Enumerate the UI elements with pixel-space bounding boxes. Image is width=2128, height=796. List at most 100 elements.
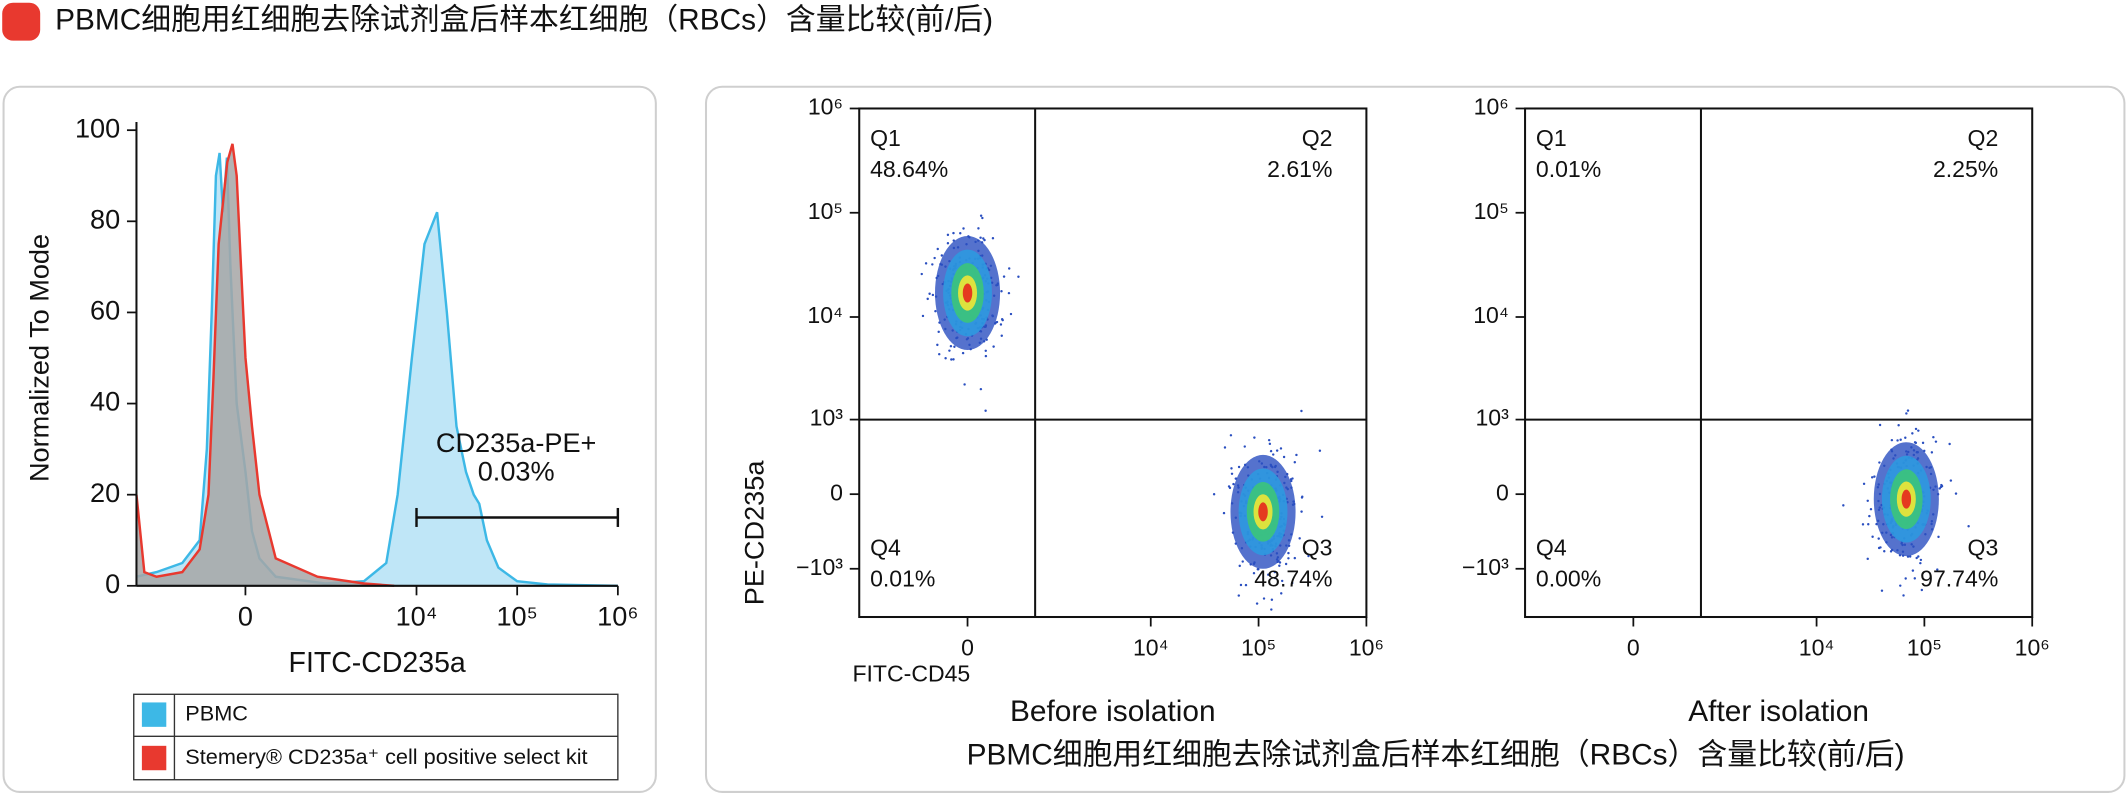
x-tick-label: 10⁵ [496, 601, 537, 632]
event-dot [1275, 449, 1279, 452]
quadrant-percent: 2.25% [1933, 156, 1998, 182]
event-dot [1229, 434, 1233, 437]
event-dot [948, 349, 951, 352]
event-dot [1889, 550, 1893, 553]
event-dot [1902, 594, 1905, 597]
y-tick-label: 20 [90, 477, 120, 508]
event-dot [1930, 451, 1934, 454]
event-dot [1228, 486, 1232, 490]
event-dot [1917, 555, 1920, 558]
event-dot [1934, 440, 1938, 443]
x-tick-label: 10⁵ [1907, 635, 1942, 661]
event-dot [1293, 461, 1297, 464]
quadrant-percent: 48.64% [870, 156, 948, 182]
event-dot [1239, 583, 1243, 587]
subtitle: Before isolation [1010, 695, 1216, 728]
event-dot [1295, 453, 1298, 457]
event-dot [1293, 556, 1297, 560]
event-dot [1001, 318, 1004, 322]
event-dot [953, 345, 956, 348]
event-dot [1866, 557, 1869, 561]
event-dot [1000, 334, 1003, 337]
event-dot [944, 357, 947, 360]
event-dot [1873, 475, 1876, 478]
quadrant-percent: 0.01% [1536, 156, 1601, 182]
x-tick-label: 0 [961, 635, 974, 661]
y-tick-label: −10³ [1462, 554, 1509, 580]
quadrant-percent: 2.61% [1267, 156, 1332, 182]
event-dot [1899, 438, 1902, 441]
event-dot [1017, 275, 1020, 278]
event-dot [1243, 445, 1246, 448]
event-dot [1230, 472, 1234, 476]
event-dot [931, 293, 935, 297]
event-dot [1255, 602, 1259, 605]
event-dot [1919, 558, 1923, 562]
event-dot [1269, 449, 1273, 453]
x-tick-label: 10⁴ [396, 601, 438, 632]
event-dot [1267, 438, 1271, 442]
event-dot [1267, 573, 1270, 576]
event-dot [934, 309, 937, 313]
quadrant-name: Q2 [1302, 125, 1333, 151]
event-dot [1967, 525, 1970, 528]
event-dot [1273, 570, 1277, 574]
event-dot [931, 263, 934, 266]
event-dot [992, 345, 995, 348]
event-dot [1287, 557, 1290, 560]
event-dot [1252, 571, 1256, 575]
caption: PBMC细胞用红细胞去除试剂盒后样本红细胞（RBCs）含量比较(前/后) [967, 739, 1905, 772]
legend-label: Stemery® CD235a⁺ cell positive select ki… [185, 744, 587, 769]
x-tick-label: 10⁶ [2015, 635, 2050, 661]
y-axis-label: Normalized To Mode [24, 234, 55, 482]
legend-swatch [141, 702, 167, 727]
event-dot [1877, 537, 1880, 540]
event-dot [1866, 499, 1869, 503]
density-level [1258, 502, 1268, 522]
quadrant-name: Q4 [1536, 534, 1567, 560]
event-dot [1861, 523, 1865, 526]
event-dot [1878, 423, 1882, 427]
event-dot [1883, 550, 1886, 553]
y-tick-label: 10⁵ [1474, 198, 1509, 224]
quadrant-name: Q3 [1302, 534, 1333, 560]
y-tick-label: 0 [105, 568, 120, 599]
subtitle: After isolation [1688, 695, 1869, 728]
event-dot [1948, 442, 1951, 446]
event-dot [1291, 581, 1294, 585]
event-dot [1879, 546, 1882, 549]
event-dot [1932, 435, 1935, 439]
x-tick-label: 10⁶ [597, 601, 638, 632]
quadrant-percent: 0.01% [870, 565, 935, 591]
y-tick-label: 10⁶ [1474, 94, 1509, 120]
event-dot [1230, 467, 1233, 470]
event-dot [1244, 583, 1248, 587]
quadrant-name: Q1 [870, 125, 901, 151]
event-dot [1914, 427, 1918, 431]
event-dot [950, 358, 953, 361]
event-dot [1002, 275, 1006, 278]
event-dot [1921, 441, 1925, 445]
event-dot [991, 237, 995, 240]
event-dot [933, 256, 936, 260]
y-tick-label: 0 [1496, 479, 1509, 505]
event-dot [1870, 476, 1874, 479]
event-cluster [1842, 409, 1970, 597]
event-dot [1878, 461, 1881, 464]
event-dot [1904, 436, 1907, 439]
legend-swatch [141, 745, 167, 771]
y-tick-label: 100 [75, 112, 120, 143]
y-tick-label: 0 [830, 479, 843, 505]
event-dot [1273, 576, 1277, 580]
event-dot [1253, 436, 1256, 439]
y-tick-label: 10³ [1475, 405, 1509, 431]
event-dot [1867, 523, 1870, 526]
event-dot [1842, 504, 1845, 507]
event-dot [1954, 492, 1958, 495]
event-dot [1937, 535, 1940, 539]
header-marker [2, 2, 41, 41]
event-dot [926, 297, 929, 301]
event-dot [995, 320, 999, 324]
event-dot [949, 344, 953, 348]
